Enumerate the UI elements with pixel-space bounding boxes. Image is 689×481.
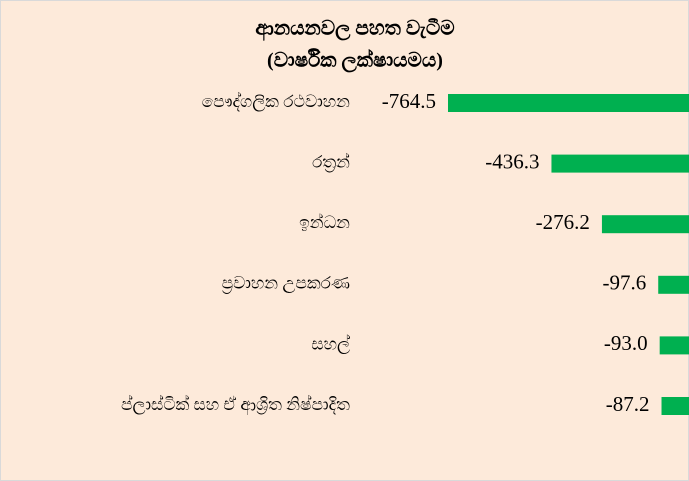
bar [448,94,689,112]
value-label: -436.3 [485,149,539,173]
bar [661,397,689,415]
value-label: -764.5 [382,89,436,113]
bar [659,336,689,355]
bar [658,275,689,294]
category-label: ප්‍රවාහන උපකරණ [222,274,350,294]
chart-subtitle: (වාර්ෂික ලක්ෂායමය) [267,47,443,73]
value-label: -93.0 [604,331,648,355]
category-label: ප්ලාස්ටික් සහ ඒ ආශ්‍රිත නිෂ්පාදිත [121,395,350,416]
category-label: ඉන්ධන [299,213,350,232]
bar [551,154,689,173]
category-label: සහල් [311,334,350,354]
value-label: -276.2 [536,210,590,234]
category-label: රත්‍රන් [312,152,350,172]
category-label: පෞද්ගලික රථවාහන [202,92,351,112]
value-label: -97.6 [602,271,646,295]
chart-title: ආනයනවල පහත වැටීම [255,18,454,42]
value-label: -87.2 [606,392,650,416]
bar [601,215,689,234]
